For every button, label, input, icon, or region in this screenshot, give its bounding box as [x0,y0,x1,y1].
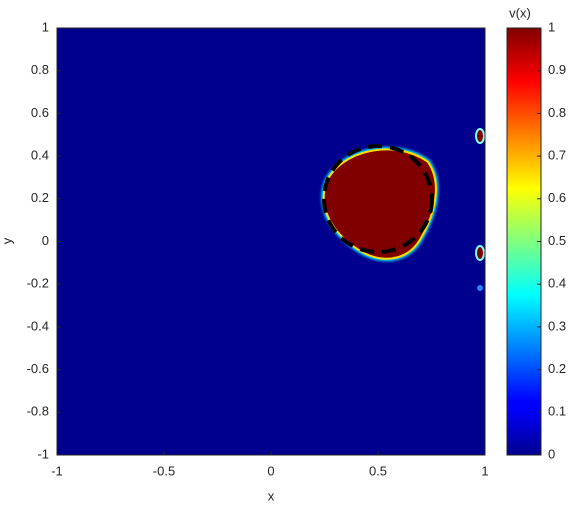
y-tick-label: 0.8 [31,62,49,77]
y-tick-label: 0.4 [31,148,49,163]
colorbar-tick-label: 0.2 [548,361,566,376]
y-tick-label: 0 [42,233,49,248]
colorbar-tick-label: 0.5 [548,233,566,248]
colorbar-tick-label: 0.1 [548,404,566,419]
colorbar-tick-label: 0.4 [548,276,566,291]
colorbar-tick-label: 0 [548,446,555,461]
reference-circle [322,144,434,254]
y-tick-label: -0.6 [27,361,49,376]
x-axis-label: x [268,488,275,503]
colorbar-label: v(x) [509,5,531,20]
y-tick-label: -0.4 [27,318,49,333]
colorbar-tick-label: 0.8 [548,105,566,120]
y-tick-label: 0.6 [31,105,49,120]
colorbar-tick-label: 1 [548,19,555,34]
y-tick-label: 1 [42,19,49,34]
colorbar-tick-label: 0.3 [548,318,566,333]
y-tick-label: -1 [37,446,49,461]
y-tick-label: 0.2 [31,190,49,205]
y-axis-label: y [0,237,14,244]
y-tick-label: -0.8 [27,404,49,419]
y-tick-label: -0.2 [27,276,49,291]
colorbar-tick-label: 0.6 [548,190,566,205]
colorbar-tick-label: 0.9 [548,62,566,77]
x-tick-label: 1 [481,463,488,478]
x-tick-label: -1 [51,463,63,478]
x-tick-label: 0.5 [369,463,387,478]
x-tick-label: -0.5 [153,463,175,478]
colorbar-tick-label: 0.7 [548,148,566,163]
colorbar [506,27,542,456]
x-tick-label: 0 [267,463,274,478]
